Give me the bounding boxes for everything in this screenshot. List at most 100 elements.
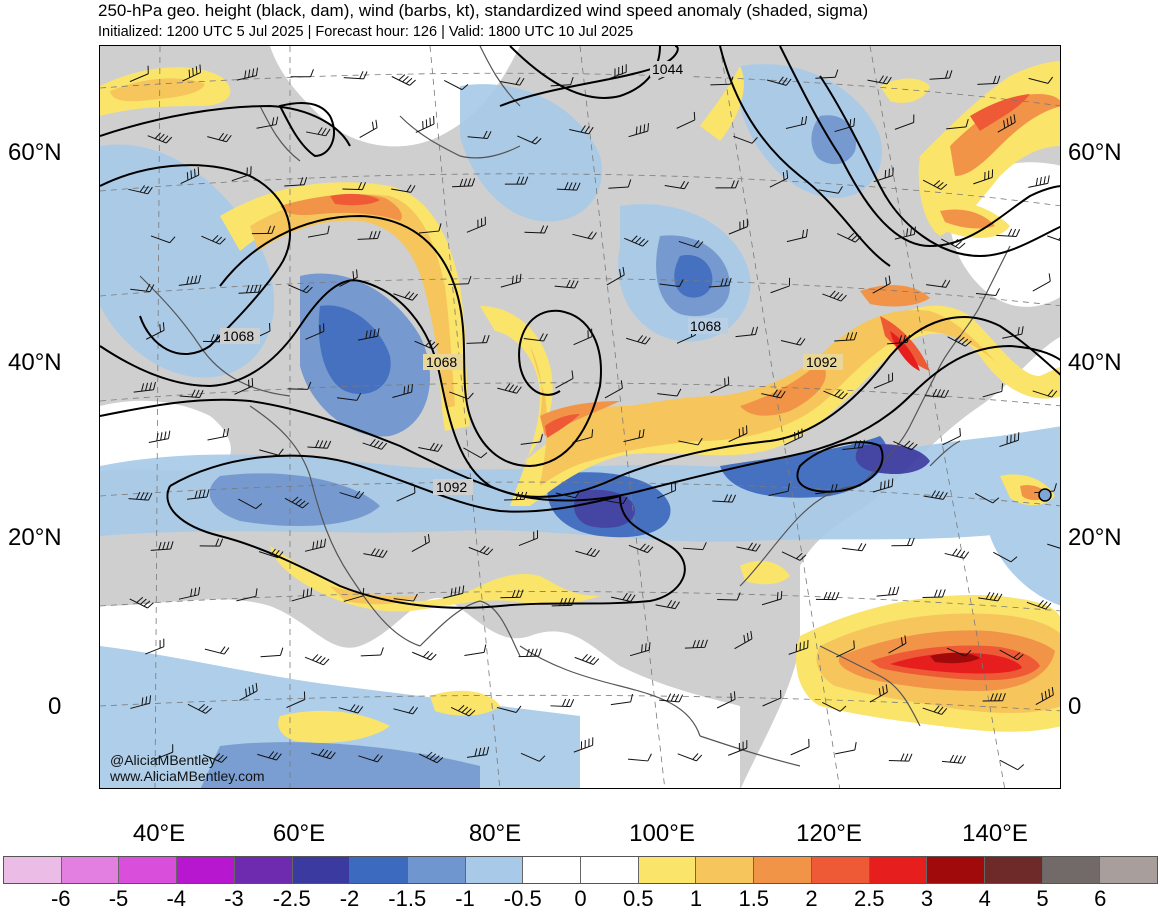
wind-barb (464, 644, 487, 657)
wind-barb (715, 180, 739, 189)
wind-barb (728, 425, 748, 443)
wind-barb (734, 630, 753, 650)
wind-barb (500, 77, 525, 86)
lon-label: 140°E (962, 820, 1028, 847)
wind-barb (504, 491, 528, 501)
wind-barb (607, 64, 627, 80)
wind-barb (336, 393, 362, 401)
wind-barb (677, 753, 703, 762)
wind-barb (973, 169, 994, 185)
wind-barb (768, 483, 790, 496)
wind-barb (761, 591, 783, 606)
wind-barb (716, 691, 736, 709)
colorbar-label: 2.5 (853, 886, 885, 911)
wind-barb (412, 650, 437, 661)
wind-barb (362, 439, 388, 450)
wind-barb (659, 279, 684, 288)
colorbar-label: 3 (920, 886, 934, 911)
wind-barb (834, 332, 858, 342)
wind-barb (304, 654, 330, 666)
wind-barb (815, 483, 838, 495)
wind-barb (130, 283, 155, 293)
wind-barb (463, 447, 488, 459)
wind-barb (207, 132, 232, 143)
wind-barb (179, 389, 204, 398)
wind-barb (572, 231, 597, 240)
wind-barb (627, 753, 652, 762)
wind-barb (872, 275, 891, 294)
wind-barb (306, 127, 331, 137)
wind-barb (236, 588, 258, 602)
colorbar-label: 1 (689, 886, 703, 911)
wind-barb (1032, 273, 1051, 292)
wind-barb (187, 703, 213, 714)
wind-barb (284, 496, 309, 509)
wind-barb (551, 597, 575, 607)
wind-barb (150, 541, 174, 551)
graticule (100, 46, 1060, 788)
wind-barb (628, 543, 654, 554)
wind-barb (996, 228, 1021, 238)
wind-barb (449, 391, 474, 400)
wind-barb (736, 542, 761, 552)
wind-barb (717, 592, 741, 601)
wind-barb (393, 706, 418, 715)
contour-label: 1068 (223, 328, 254, 344)
wind-barb (735, 326, 759, 338)
wind-barb (128, 185, 153, 195)
wind-barb (822, 290, 847, 302)
wind-barb (766, 76, 792, 86)
lon-label: 100°E (629, 820, 695, 847)
wind-barb (678, 239, 704, 249)
wind-barb (450, 704, 476, 717)
wind-barb (978, 591, 1003, 602)
wind-barb (304, 538, 327, 552)
wind-barb (1002, 326, 1024, 339)
wind-barb (929, 70, 953, 80)
wind-barb (520, 752, 546, 762)
wind-barb (1035, 686, 1054, 706)
colorbar-swatch (61, 857, 120, 883)
colorbar-swatch (754, 857, 812, 883)
wind-barb (999, 432, 1020, 448)
wind-barb (867, 75, 892, 85)
wind-barb (518, 530, 539, 547)
coastlines (139, 46, 1011, 767)
wind-barb (946, 118, 969, 130)
wind-barb (284, 176, 308, 187)
wind-barb (999, 759, 1025, 771)
wind-barb (396, 484, 416, 502)
colorbar-label: -4 (166, 886, 187, 911)
height-contours (100, 46, 1060, 609)
wind-barb (199, 538, 224, 547)
wind-barb (148, 430, 171, 443)
wind-barb (656, 482, 676, 499)
wind-barb (788, 639, 809, 655)
wind-barb (815, 591, 840, 601)
wind-barb (575, 547, 600, 558)
wind-barb (894, 114, 915, 130)
wind-barb (728, 218, 748, 235)
wind-barb (145, 638, 165, 655)
wind-barb (288, 284, 313, 294)
low-pressure-marker (1038, 488, 1052, 502)
wind-barb (129, 596, 154, 609)
wind-barb (414, 339, 439, 350)
wind-barb (466, 746, 490, 758)
colorbar-swatch (811, 857, 870, 883)
wind-barb (569, 125, 594, 135)
wind-barb (659, 693, 684, 703)
wind-barb (178, 274, 202, 286)
wind-barb (977, 75, 1001, 85)
wind-barb (1028, 76, 1054, 84)
wind-barb (888, 635, 907, 654)
wind-barb (573, 737, 594, 753)
wind-barb (343, 587, 365, 602)
wind-barb (923, 490, 948, 500)
wind-barb (307, 225, 330, 238)
wind-barb (975, 288, 1000, 296)
wind-barb (467, 130, 492, 140)
wind-barb (1026, 600, 1052, 610)
wind-barb (815, 69, 839, 79)
lat-label-left: 40°N (8, 349, 62, 376)
